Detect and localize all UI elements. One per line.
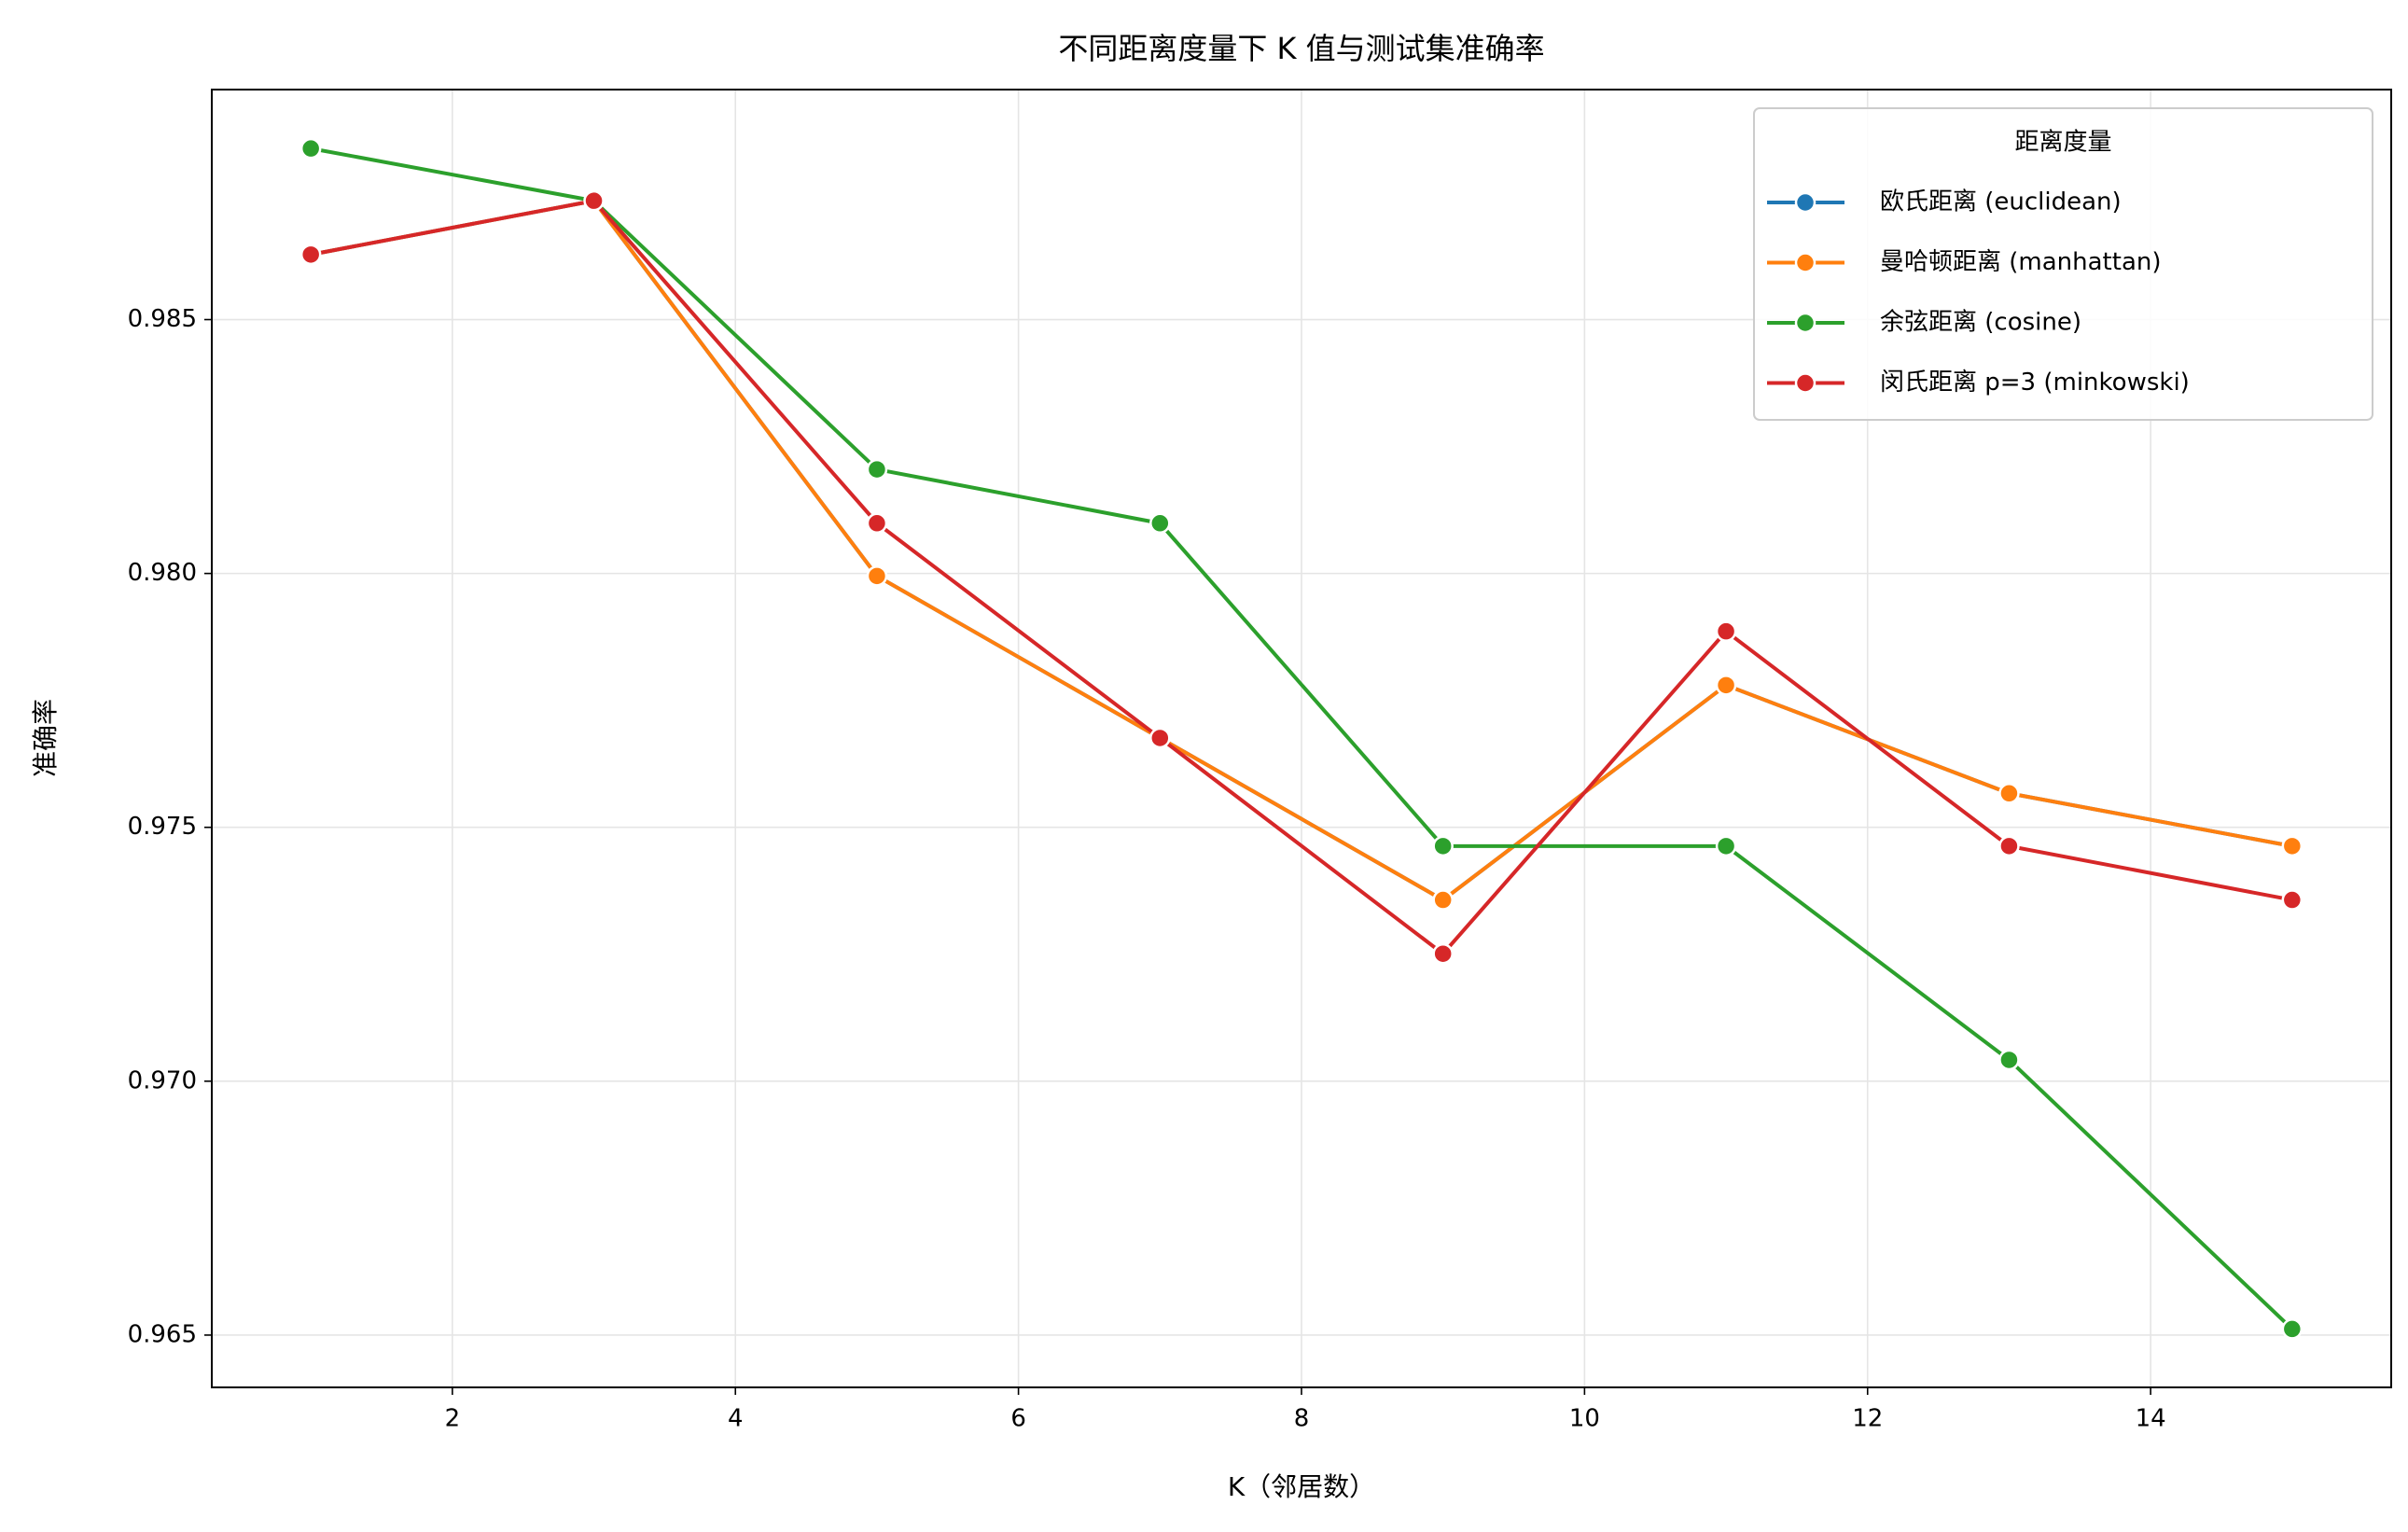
legend-label: 曼哈顿距离 (manhattan) [1880, 248, 2162, 276]
data-point [866, 512, 888, 535]
data-point [299, 244, 322, 266]
series-line [310, 199, 2293, 956]
x-tick-label: 2 [445, 1405, 461, 1433]
plot-frame [211, 89, 2392, 1388]
data-point [1998, 1049, 2020, 1071]
legend-marker [1794, 191, 1816, 214]
y-tick-label: 0.975 [128, 813, 197, 841]
x-tick-label: 8 [1294, 1405, 1310, 1433]
legend-label: 余弦距离 (cosine) [1880, 309, 2081, 337]
legend-marker [1794, 372, 1816, 394]
y-tick-label: 0.970 [128, 1066, 197, 1094]
legend-label: 欧氏距离 (euclidean) [1880, 188, 2122, 216]
series-line [310, 146, 2294, 1330]
data-point [1715, 835, 1737, 857]
data-point [1998, 783, 2020, 804]
x-tick-label: 4 [728, 1405, 744, 1433]
data-point [1432, 889, 1454, 911]
legend-marker [1794, 312, 1816, 334]
legend-box [1753, 107, 2373, 421]
y-tick-label: 0.980 [128, 559, 197, 587]
data-point [1432, 835, 1454, 857]
data-point [866, 565, 888, 587]
chart-title: 不同距离度量下 K 值与测试集准确率 [1058, 31, 1544, 66]
data-point [1149, 512, 1171, 535]
data-point [299, 137, 322, 160]
data-point [2281, 889, 2304, 911]
data-point [2281, 1318, 2304, 1340]
legend-title: 距离度量 [2014, 129, 2111, 157]
series-line [310, 198, 2293, 902]
y-tick-label: 0.985 [128, 305, 197, 333]
y-tick-label: 0.965 [128, 1320, 197, 1348]
y-axis-label: 准确率 [30, 699, 61, 777]
legend-marker [1794, 252, 1816, 273]
x-tick-label: 10 [1569, 1405, 1600, 1433]
x-tick-label: 14 [2136, 1405, 2166, 1433]
data-point [1149, 727, 1171, 749]
data-point [583, 189, 605, 212]
data-point [1998, 835, 2020, 857]
legend-label: 闵氏距离 p=3 (minkowski) [1880, 369, 2190, 397]
data-point [1715, 675, 1737, 696]
x-axis-label: K（邻居数） [1228, 1471, 1375, 1502]
data-point [1715, 620, 1737, 642]
data-point [2281, 835, 2304, 857]
data-point [866, 458, 888, 480]
data-point [1432, 942, 1454, 965]
x-tick-label: 6 [1010, 1405, 1026, 1433]
x-tick-label: 12 [1852, 1405, 1883, 1433]
